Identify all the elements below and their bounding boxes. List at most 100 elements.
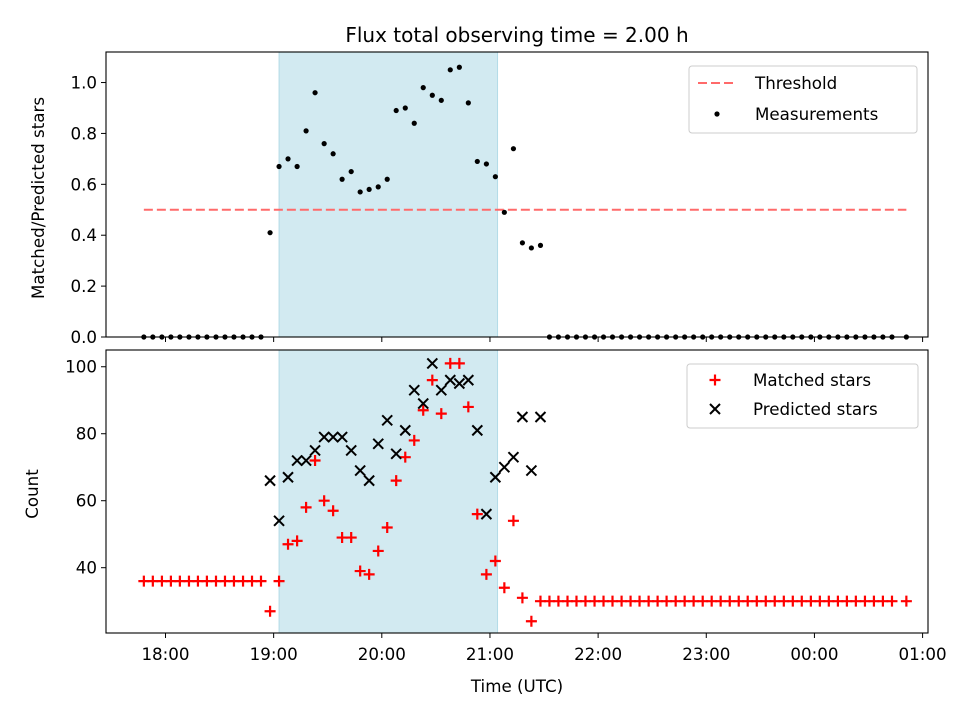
observing-window-band (278, 51, 499, 338)
predicted-star-marker (327, 431, 339, 443)
matched-star-marker (282, 538, 294, 550)
bottom-y-axis-label: Count (22, 469, 42, 519)
predicted-star-marker (273, 515, 285, 527)
bottom-y-ticks: 40 60 80 100 (65, 357, 106, 578)
legend-predicted-swatch (709, 403, 721, 415)
predicted-star-marker (408, 384, 420, 396)
measurement-point (519, 240, 526, 246)
matched-star-marker (264, 605, 276, 617)
predicted-star-marker (417, 397, 429, 410)
matched-star-marker (525, 615, 537, 627)
matched-star-marker (900, 595, 912, 607)
matched-star-marker (255, 575, 267, 587)
measurement-point (528, 245, 534, 251)
matched-star-marker (390, 475, 402, 487)
matched-star-marker (462, 401, 474, 413)
matched-star-marker (417, 404, 429, 416)
matched-star-marker (408, 434, 420, 446)
x-tick-label: 20:00 (358, 644, 406, 664)
measurement-point (276, 163, 282, 170)
y-tick-label: 1.0 (70, 73, 97, 93)
legend-matched-swatch (709, 374, 721, 386)
x-tick-label: 23:00 (682, 644, 730, 664)
predicted-star-marker (354, 464, 366, 477)
measurement-point (285, 156, 291, 162)
predicted-star-marker (336, 431, 348, 443)
predicted-star-marker (426, 357, 439, 370)
measurement-point (474, 158, 480, 165)
legend-box (686, 363, 919, 429)
y-tick-label: 0.8 (70, 123, 97, 143)
measurement-point (375, 184, 381, 190)
y-tick-label: 80 (76, 424, 97, 444)
observing-window-band (278, 349, 499, 634)
y-tick-label: 40 (76, 558, 97, 578)
matched-star-marker (886, 595, 898, 607)
chart-title: Flux total observing time = 2.00 h (345, 23, 688, 47)
predicted-star-marker (291, 454, 303, 467)
bottom-panel: 40 60 80 100 18:00 19:00 20:00 21:00 22:00 23:00… (22, 349, 947, 696)
measurement-point (312, 90, 318, 96)
top-panel-frame (105, 51, 929, 338)
predicted-star-marker (516, 411, 529, 423)
predicted-star-marker (462, 374, 475, 386)
predicted-star-marker (435, 384, 447, 396)
measurement-point (303, 128, 309, 134)
measurement-point (267, 230, 273, 236)
predicted-star-marker (363, 474, 375, 487)
matched-star-marker (399, 451, 411, 463)
matched-star-marker (300, 501, 312, 513)
predicted-stars-points (264, 357, 547, 527)
y-tick-label: 0.6 (70, 174, 97, 194)
predicted-star-marker (507, 451, 520, 463)
matched-star-marker (507, 515, 519, 527)
predicted-star-marker (264, 474, 276, 487)
matched-star-marker (318, 495, 330, 507)
x-tick-label: 21:00 (466, 644, 514, 664)
measurement-point (429, 92, 435, 98)
matched-star-marker (480, 568, 492, 580)
legend-threshold-label: Threshold (754, 73, 837, 93)
matched-star-marker (498, 582, 510, 594)
measurement-point (393, 107, 399, 114)
legend-box (688, 65, 918, 134)
y-tick-label: 0.4 (70, 225, 97, 245)
matched-star-marker (363, 568, 375, 580)
measurement-point (411, 120, 417, 126)
matched-star-marker (327, 505, 339, 517)
matched-star-marker (291, 535, 303, 547)
matched-star-marker (516, 592, 528, 604)
predicted-star-marker (345, 444, 357, 457)
measurement-point (348, 168, 354, 175)
top-panel: 0.0 0.2 0.4 0.6 0.8 1.0 Matched/Predicted sta… (28, 51, 929, 347)
x-axis-label: Time (UTC) (470, 676, 563, 696)
predicted-star-marker (525, 464, 538, 477)
matched-star-marker (489, 555, 501, 567)
bottom-x-ticks: 18:00 19:00 20:00 21:00 22:00 23:00 00:00 01:00 (141, 633, 947, 664)
predicted-star-marker (498, 461, 511, 473)
observing-window-shade-top (278, 51, 499, 338)
bottom-panel-frame (105, 349, 929, 634)
measurement-point (465, 100, 471, 106)
measurement-point (447, 67, 453, 73)
top-x-ticks (164, 337, 924, 342)
measurement-point (357, 189, 363, 195)
legend-measurements-label: Measurements (755, 104, 878, 124)
measurement-point (339, 176, 345, 182)
matched-star-marker (309, 455, 321, 467)
measurement-point (366, 186, 372, 193)
matched-star-marker (426, 374, 438, 386)
measurement-point (321, 141, 327, 147)
top-y-axis-label: Matched/Predicted stars (28, 97, 48, 299)
predicted-star-marker (399, 424, 411, 437)
predicted-star-marker (372, 438, 384, 450)
matched-star-marker (372, 545, 384, 557)
measurement-point (330, 151, 336, 157)
predicted-star-marker (489, 471, 502, 483)
x-tick-label: 00:00 (790, 644, 838, 664)
predicted-star-marker (309, 444, 321, 457)
predicted-star-marker (534, 411, 547, 423)
predicted-star-marker (381, 414, 393, 427)
legend-measurements-swatch (714, 111, 720, 117)
